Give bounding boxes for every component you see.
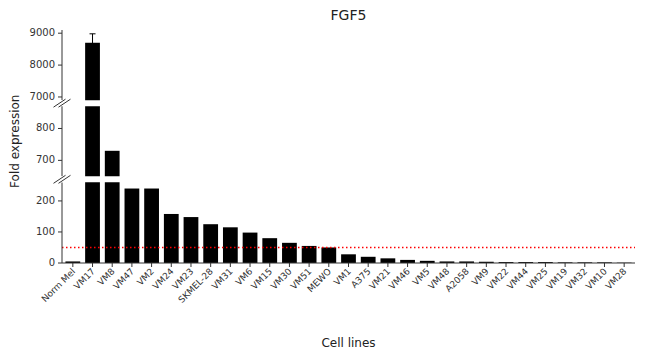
bar (105, 182, 120, 263)
bar (282, 243, 297, 263)
x-axis-label: Cell lines (321, 336, 375, 350)
bar (203, 224, 218, 263)
x-tick (427, 263, 428, 267)
x-tick (348, 263, 349, 267)
error-bar (90, 34, 96, 52)
x-tick (407, 263, 408, 267)
y-tick (58, 263, 62, 264)
y-tick-label: 200 (36, 195, 55, 206)
x-tick-label: A2058 (443, 266, 471, 294)
x-tick (368, 263, 369, 267)
x-tick (250, 263, 251, 267)
x-tick-label: VM47 (111, 266, 136, 291)
bar (184, 217, 199, 263)
break-slash (59, 99, 71, 107)
axis-break (54, 99, 71, 107)
x-tick (506, 263, 507, 267)
x-tick-label: VM32 (564, 266, 589, 291)
x-tick (289, 263, 290, 267)
bar (105, 151, 120, 177)
y-tick-label: 7000 (30, 91, 55, 102)
bar (85, 106, 100, 176)
x-tick-label: VM46 (387, 266, 412, 291)
bar (125, 189, 140, 263)
y-tick-label: 9000 (30, 27, 55, 38)
x-tick (545, 263, 546, 267)
x-tick (230, 263, 231, 267)
x-tick (565, 263, 566, 267)
y-tick (58, 231, 62, 232)
y-tick-label: 8000 (30, 59, 55, 70)
x-tick-label: VM19 (544, 266, 569, 291)
bar (302, 246, 317, 263)
bar (164, 214, 179, 263)
y-tick (58, 96, 62, 97)
bar (85, 43, 100, 100)
x-tick (269, 263, 270, 267)
y-tick (58, 200, 62, 201)
break-slash (59, 175, 71, 183)
x-tick-label: MEWO (305, 266, 333, 294)
x-tick (309, 263, 310, 267)
bar (361, 257, 376, 263)
x-tick-label: VM22 (485, 266, 510, 291)
x-tick (171, 263, 172, 267)
error-cap (90, 51, 96, 52)
x-tick-label: VM24 (151, 266, 176, 291)
x-tick (525, 263, 526, 267)
x-tick (604, 263, 605, 267)
chart: 0100200Norm MelVM17VM8VM47VM2VM24VM23SKM… (0, 0, 650, 355)
x-tick (210, 263, 211, 267)
x-tick (328, 263, 329, 267)
title: FGF5 (331, 7, 367, 23)
plot-area (62, 106, 635, 176)
x-tick (624, 263, 625, 267)
x-tick (92, 263, 93, 267)
axis-break (54, 175, 71, 183)
x-tick (584, 263, 585, 267)
x-tick (466, 263, 467, 267)
x-tick-label: VM21 (367, 266, 392, 291)
x-tick-label: VM25 (525, 266, 550, 291)
bar (144, 189, 159, 263)
x-tick (387, 263, 388, 267)
bar (223, 227, 238, 263)
y-tick-label: 100 (36, 226, 55, 237)
error-cap (90, 33, 96, 34)
bar (262, 238, 277, 263)
y-tick-label: 800 (36, 122, 55, 133)
x-tick-label: VM30 (269, 266, 294, 291)
x-tick-label: VM31 (210, 266, 235, 291)
y-axis-line (62, 106, 63, 176)
x-tick (131, 263, 132, 267)
x-tick-label: VM10 (584, 266, 609, 291)
x-tick (190, 263, 191, 267)
y-tick (58, 160, 62, 161)
reference-line (62, 247, 635, 248)
x-tick-label: VM17 (72, 266, 97, 291)
x-tick-label: VM28 (604, 266, 629, 291)
error-stem (92, 34, 93, 52)
y-tick (58, 65, 62, 66)
x-tick-label: VM15 (249, 266, 274, 291)
plot-area (62, 182, 635, 263)
bar (321, 247, 336, 263)
x-tick (112, 263, 113, 267)
x-tick-label: SKMEL-28 (176, 266, 215, 305)
x-tick (72, 263, 73, 267)
bar (380, 258, 395, 263)
plot-area (62, 34, 635, 100)
x-tick (486, 263, 487, 267)
x-tick (446, 263, 447, 267)
bar (85, 182, 100, 263)
y-tick (58, 128, 62, 129)
x-tick (151, 263, 152, 267)
y-tick-label: 0 (49, 257, 55, 268)
y-axis-label: Fold expression (9, 95, 23, 188)
y-tick-label: 700 (36, 154, 55, 165)
bar (341, 254, 356, 263)
y-axis-line (62, 182, 63, 263)
x-tick-label: VM44 (505, 266, 530, 291)
y-tick (58, 33, 62, 34)
